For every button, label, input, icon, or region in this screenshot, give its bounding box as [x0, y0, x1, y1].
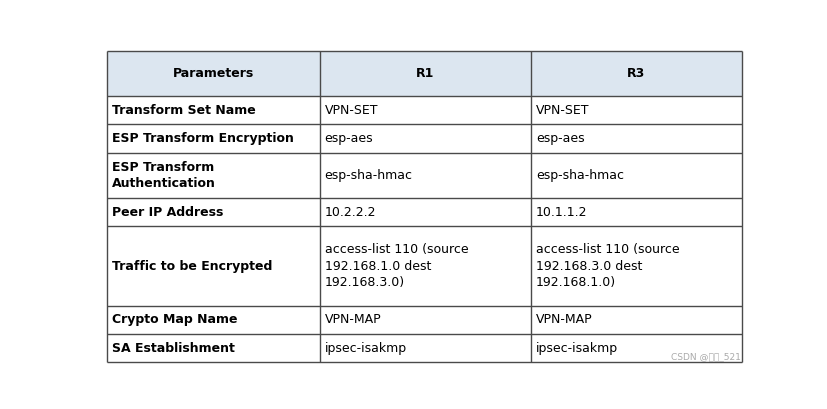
Bar	[107, 306, 319, 334]
Bar	[107, 198, 319, 227]
Bar	[530, 153, 741, 198]
Text: esp-sha-hmac: esp-sha-hmac	[324, 169, 412, 182]
Text: 10.2.2.2: 10.2.2.2	[324, 206, 375, 219]
Bar	[530, 227, 741, 306]
Bar	[319, 306, 530, 334]
Bar	[530, 124, 741, 153]
Bar	[319, 124, 530, 153]
Text: ESP Transform Encryption: ESP Transform Encryption	[112, 132, 294, 145]
Text: access-list 110 (source
192.168.1.0 dest
192.168.3.0): access-list 110 (source 192.168.1.0 dest…	[324, 243, 468, 289]
Text: VPN-SET: VPN-SET	[535, 103, 589, 117]
Text: VPN-MAP: VPN-MAP	[535, 313, 592, 326]
Text: R3: R3	[627, 67, 645, 80]
Bar	[107, 51, 319, 96]
Bar	[107, 124, 319, 153]
Bar	[107, 334, 319, 362]
Text: access-list 110 (source
192.168.3.0 dest
192.168.1.0): access-list 110 (source 192.168.3.0 dest…	[535, 243, 679, 289]
Bar	[319, 227, 530, 306]
Text: ipsec-isakmp: ipsec-isakmp	[324, 342, 406, 355]
Text: Crypto Map Name: Crypto Map Name	[112, 313, 237, 326]
Bar	[107, 96, 319, 124]
Bar	[530, 334, 741, 362]
Text: ESP Transform
Authentication: ESP Transform Authentication	[112, 161, 216, 190]
Bar	[319, 153, 530, 198]
Text: Transform Set Name: Transform Set Name	[112, 103, 256, 117]
Text: Traffic to be Encrypted: Traffic to be Encrypted	[112, 260, 272, 272]
Bar	[319, 51, 530, 96]
Text: ipsec-isakmp: ipsec-isakmp	[535, 342, 617, 355]
Bar	[319, 96, 530, 124]
Text: VPN-MAP: VPN-MAP	[324, 313, 380, 326]
Text: esp-aes: esp-aes	[324, 132, 373, 145]
Bar	[530, 198, 741, 227]
Text: esp-sha-hmac: esp-sha-hmac	[535, 169, 623, 182]
Text: Peer IP Address: Peer IP Address	[112, 206, 223, 219]
Bar	[530, 96, 741, 124]
Text: esp-aes: esp-aes	[535, 132, 584, 145]
Text: 10.1.1.2: 10.1.1.2	[535, 206, 586, 219]
Bar	[107, 227, 319, 306]
Bar	[107, 153, 319, 198]
Bar	[319, 198, 530, 227]
Bar	[530, 306, 741, 334]
Text: VPN-SET: VPN-SET	[324, 103, 378, 117]
Text: Parameters: Parameters	[172, 67, 253, 80]
Bar	[530, 51, 741, 96]
Bar	[319, 334, 530, 362]
Text: R1: R1	[415, 67, 434, 80]
Text: CSDN @玥轩_521: CSDN @玥轩_521	[670, 352, 740, 361]
Text: SA Establishment: SA Establishment	[112, 342, 234, 355]
